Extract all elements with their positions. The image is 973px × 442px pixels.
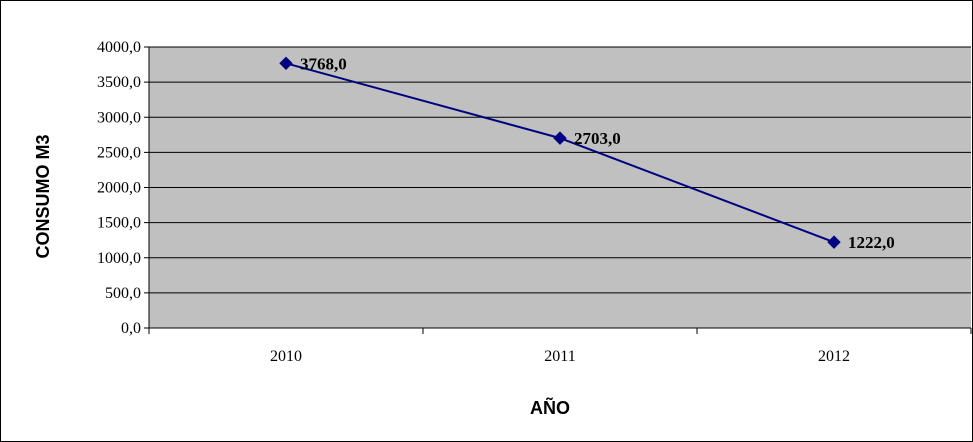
x-axis-title: AÑO [530, 397, 570, 418]
x-tick-label: 2010 [270, 348, 302, 365]
y-tick-label: 4000,0 [97, 39, 141, 56]
axes [144, 46, 972, 334]
x-tick-label: 2012 [818, 348, 850, 365]
data-label: 2703,0 [574, 129, 621, 148]
y-tick-label: 2500,0 [97, 144, 141, 161]
y-tick-label: 1500,0 [97, 215, 141, 232]
y-tick-labels: 0,0 500,0 1000,0 1500,0 2000,0 2500,0 3000,0 35… [97, 39, 141, 337]
y-tick-label: 500,0 [105, 285, 141, 302]
y-tick-label: 1000,0 [97, 250, 141, 267]
gridlines [149, 46, 971, 294]
y-tick-label: 3000,0 [97, 109, 141, 126]
series-group: 3768,0 2703,0 1222,0 [279, 54, 895, 252]
y-axis-title: CONSUMO M3 [33, 134, 53, 258]
x-tick-labels: 2010 2011 2012 [270, 348, 850, 365]
data-point-marker [553, 131, 567, 145]
x-tick-label: 2011 [544, 348, 575, 365]
y-tick-label: 0,0 [121, 320, 141, 337]
data-point-marker [827, 235, 841, 249]
data-label: 3768,0 [300, 54, 347, 73]
y-tick-label: 2000,0 [97, 180, 141, 197]
data-label: 1222,0 [848, 233, 895, 252]
y-tick-label: 3500,0 [97, 74, 141, 91]
data-point-marker [279, 56, 293, 71]
